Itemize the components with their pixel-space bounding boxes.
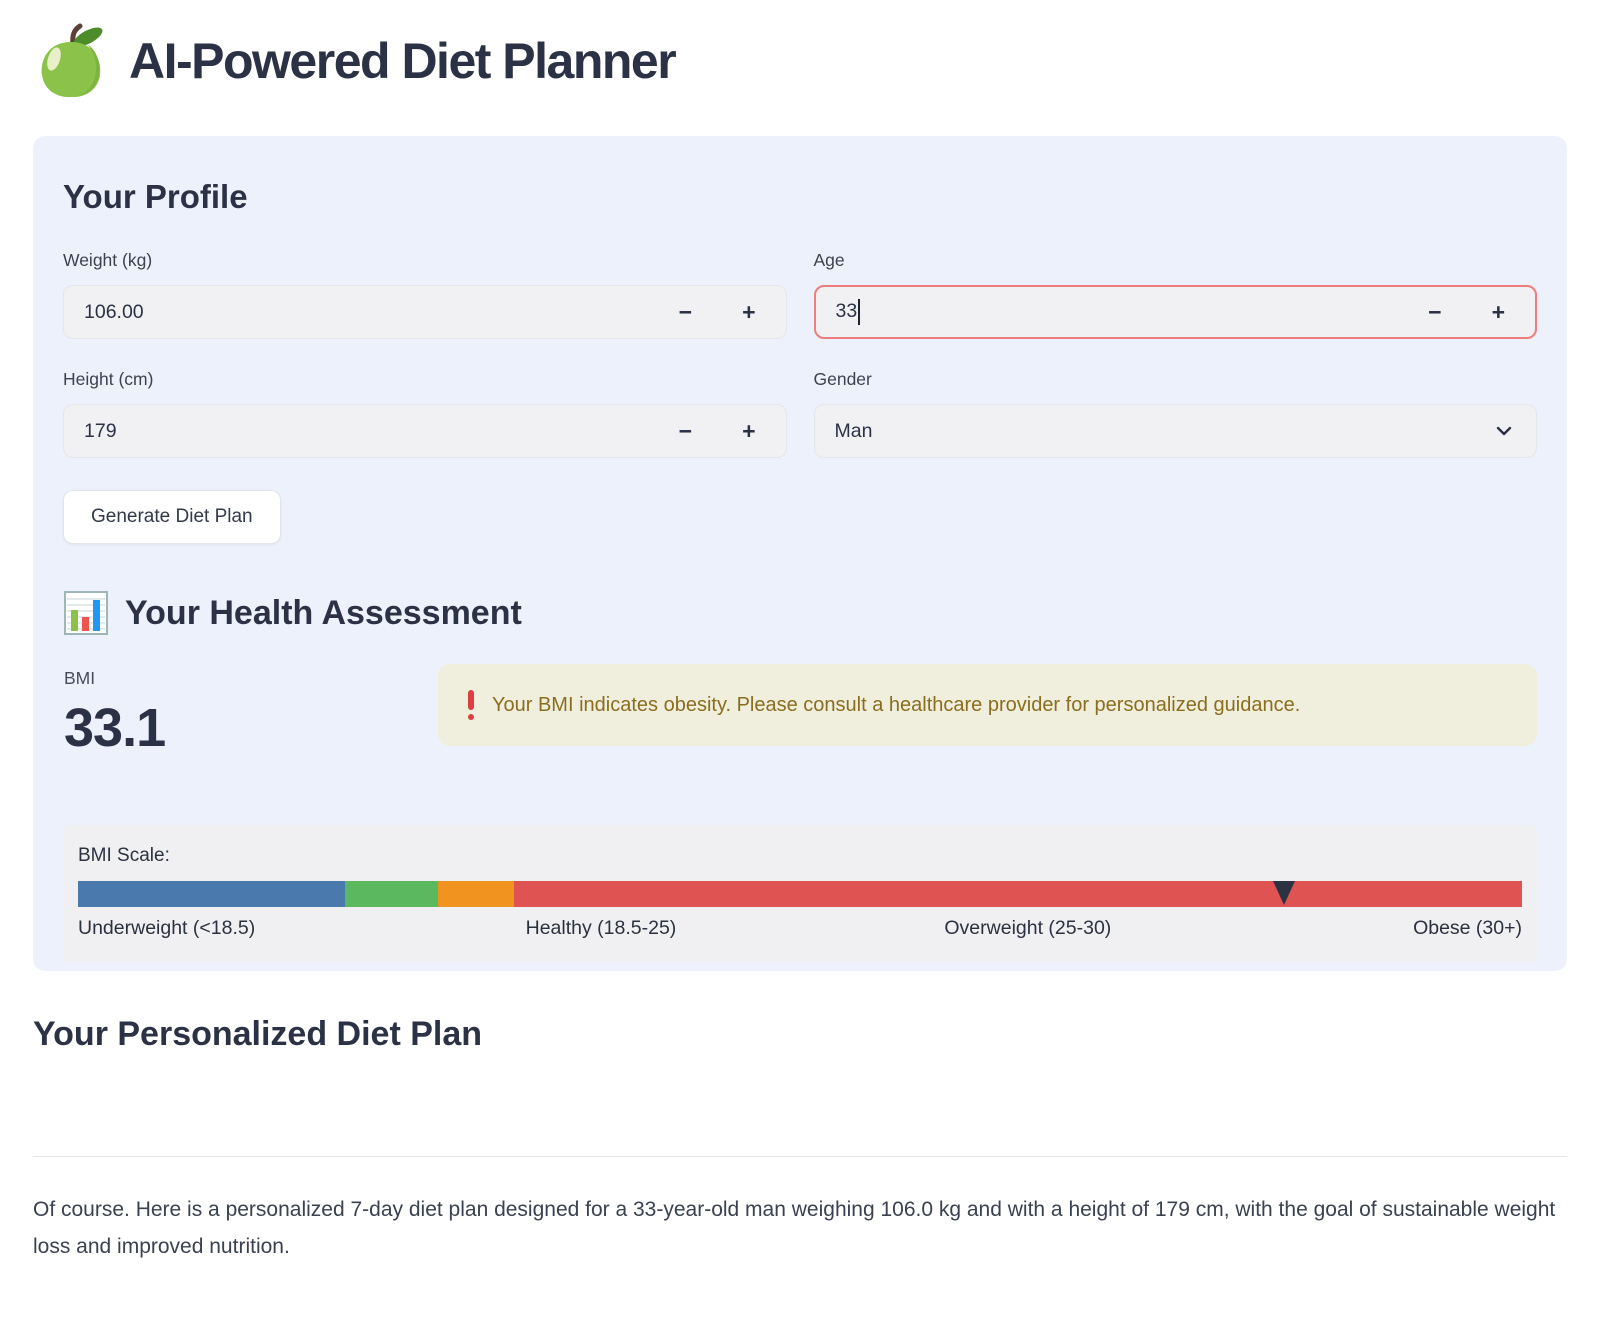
gender-select[interactable]: Man: [813, 404, 1537, 458]
bmi-value: 33.1: [64, 698, 166, 758]
height-stepper: − +: [671, 416, 764, 447]
bmi-scale-label: BMI Scale:: [78, 845, 170, 866]
profile-form: Weight (kg) 106.00 − + Age 33 − +: [63, 250, 1537, 458]
bmi-warning-box: Your BMI indicates obesity. Please consu…: [438, 664, 1537, 746]
gender-field-group: Gender Man: [813, 369, 1537, 458]
weight-field-group: Weight (kg) 106.00 − +: [63, 250, 787, 339]
chevron-down-icon: [1496, 426, 1512, 436]
weight-value: 106.00: [84, 300, 144, 323]
bmi-stat: BMI 33.1: [63, 664, 438, 759]
bmi-marker-icon: [1272, 881, 1295, 905]
bmi-segment-overweight: [437, 881, 515, 907]
app-header: AI-Powered Diet Planner: [33, 22, 1567, 100]
weight-decrement-button[interactable]: −: [671, 297, 700, 328]
green-apple-icon: [41, 23, 103, 98]
age-increment-button[interactable]: +: [1484, 297, 1513, 328]
generate-diet-plan-button[interactable]: Generate Diet Plan: [63, 490, 281, 544]
gender-value: Man: [834, 419, 873, 442]
weight-increment-button[interactable]: +: [734, 297, 763, 328]
height-input[interactable]: 179 − +: [63, 404, 787, 458]
age-stepper: − +: [1420, 297, 1513, 328]
bmi-scale-labels: Underweight (<18.5) Healthy (18.5-25) Over…: [78, 917, 1522, 945]
age-field-group: Age 33 − +: [813, 250, 1537, 339]
bmi-segment-healthy: [345, 881, 438, 907]
bmi-scale-tick-label: Overweight (25-30): [944, 917, 1112, 939]
weight-label: Weight (kg): [63, 250, 153, 270]
age-value: 33: [836, 299, 1421, 325]
assessment-header: Your Health Assessment: [63, 590, 1537, 636]
bmi-scale-bar: [78, 881, 1522, 907]
age-label: Age: [813, 250, 845, 270]
bmi-scale-tick-label: Underweight (<18.5): [78, 917, 256, 939]
profile-heading: Your Profile: [63, 178, 248, 215]
bmi-row: BMI 33.1 Your BMI indicates obesity. Ple…: [63, 664, 1537, 759]
weight-stepper: − +: [671, 297, 764, 328]
bmi-scale-tick-label: Healthy (18.5-25): [525, 917, 677, 939]
height-value: 179: [84, 419, 117, 442]
weight-input[interactable]: 106.00 − +: [63, 285, 787, 339]
text-cursor: [858, 299, 861, 325]
bmi-scale-panel: BMI Scale: Underweight (<18.5) Healthy (1…: [63, 825, 1537, 963]
bmi-segment-obese: [514, 881, 1522, 907]
height-field-group: Height (cm) 179 − +: [63, 369, 787, 458]
height-increment-button[interactable]: +: [734, 416, 763, 447]
profile-panel: Your Profile Weight (kg) 106.00 − + Age …: [33, 136, 1567, 971]
bmi-segment-underweight: [78, 881, 346, 907]
exclamation-icon: [466, 690, 476, 720]
divider: [33, 1156, 1567, 1157]
age-input[interactable]: 33 − +: [813, 285, 1537, 339]
plan-heading: Your Personalized Diet Plan: [33, 1015, 483, 1053]
bmi-label: BMI: [64, 668, 96, 688]
age-decrement-button[interactable]: −: [1420, 297, 1449, 328]
bmi-warning-text: Your BMI indicates obesity. Please consu…: [492, 693, 1301, 716]
height-label: Height (cm): [63, 369, 154, 389]
bmi-scale-tick-label: Obese (30+): [1413, 917, 1522, 939]
bar-chart-icon: [64, 591, 108, 635]
page: AI-Powered Diet Planner Your Profile Wei…: [33, 22, 1567, 1259]
height-decrement-button[interactable]: −: [671, 416, 700, 447]
gender-label: Gender: [813, 369, 872, 389]
plan-text: Of course. Here is a personalized 7-day …: [33, 1198, 1556, 1259]
assessment-heading: Your Health Assessment: [125, 593, 522, 632]
page-title: AI-Powered Diet Planner: [129, 33, 677, 89]
